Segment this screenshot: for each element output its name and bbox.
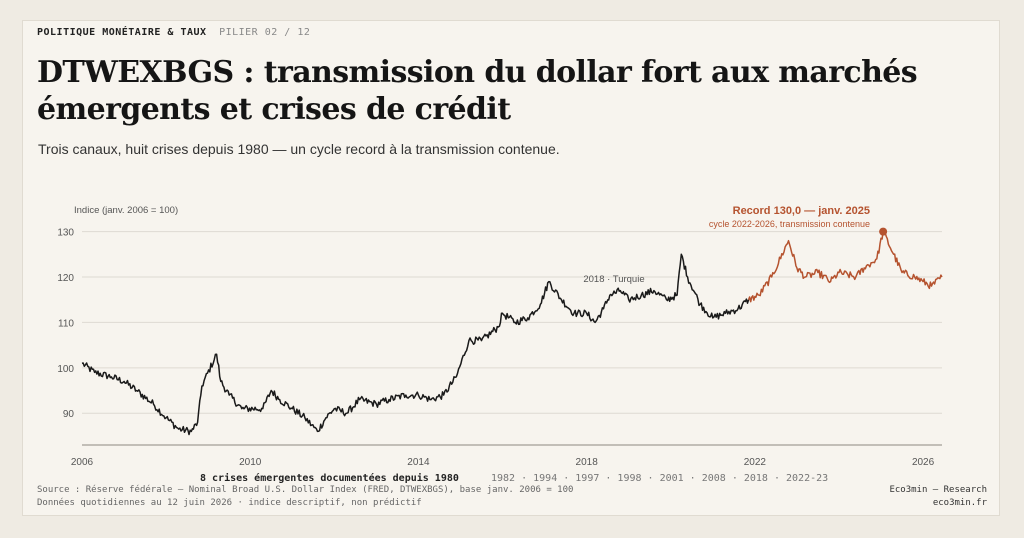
crises-years: 1982 · 1994 · 1997 · 1998 · 2001 · 2008 …	[491, 473, 828, 484]
x-tick-label: 2022	[744, 457, 767, 468]
x-tick-label: 2006	[71, 457, 94, 468]
y-axis-ticks: 90 100 110 120 130	[57, 228, 74, 421]
x-axis-ticks: 2006 2010 2014 2018 2022 2026	[71, 457, 935, 468]
pillar-label: PILIER 02 / 12	[219, 27, 311, 38]
page-title: DTWEXBGS : transmission du dollar fort a…	[37, 55, 918, 127]
brand-label: Eco3min — Research	[889, 485, 987, 495]
x-tick-label: 2026	[912, 457, 935, 468]
record-point	[879, 227, 888, 236]
data-note: Données quotidiennes au 12 juin 2026 · i…	[37, 498, 422, 508]
crises-strip: 8 crises émergentes documentées depuis 1…	[200, 472, 828, 484]
y-tick-label: 100	[57, 364, 74, 375]
y-axis-label: Indice (janv. 2006 = 100)	[74, 205, 178, 216]
series-lines	[81, 230, 943, 436]
annotation-turkey: 2018 · Turquie	[583, 274, 644, 285]
crises-label: 8 crises émergentes documentées depuis 1…	[200, 472, 459, 484]
y-tick-label: 120	[57, 273, 74, 284]
y-tick-label: 110	[58, 318, 74, 329]
source-note: Source : Réserve fédérale — Nominal Broa…	[37, 485, 574, 495]
recent-series-line	[747, 230, 943, 303]
y-tick-label: 90	[63, 409, 75, 420]
x-tick-label: 2010	[239, 457, 262, 468]
grid-lines	[82, 231, 942, 446]
section-label: POLITIQUE MONÉTAIRE & TAUX	[37, 27, 207, 38]
annotations: 2018 · Turquie Record 130,0 — janv. 2025 c…	[583, 205, 888, 285]
chart-card	[22, 20, 1000, 516]
history-series-line	[81, 253, 750, 436]
y-tick-label: 130	[57, 228, 74, 239]
page-subtitle: Trois canaux, huit crises depuis 1980 — …	[38, 141, 560, 157]
x-tick-label: 2014	[407, 457, 430, 468]
site-label: eco3min.fr	[932, 498, 987, 508]
section-kicker: POLITIQUE MONÉTAIRE & TAUX PILIER 02 / 1…	[37, 27, 310, 38]
recent-series-label: cycle 2022-2026, transmission contenue	[709, 219, 870, 229]
x-tick-label: 2018	[576, 457, 599, 468]
record-label: Record 130,0 — janv. 2025	[733, 205, 870, 217]
